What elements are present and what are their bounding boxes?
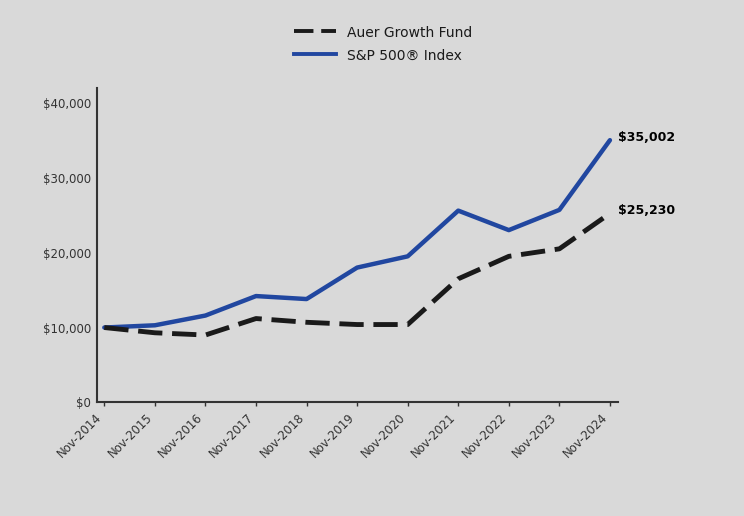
Legend: Auer Growth Fund, S&P 500® Index: Auer Growth Fund, S&P 500® Index bbox=[294, 25, 472, 62]
Text: $35,002: $35,002 bbox=[618, 131, 676, 144]
Text: $25,230: $25,230 bbox=[618, 204, 676, 217]
